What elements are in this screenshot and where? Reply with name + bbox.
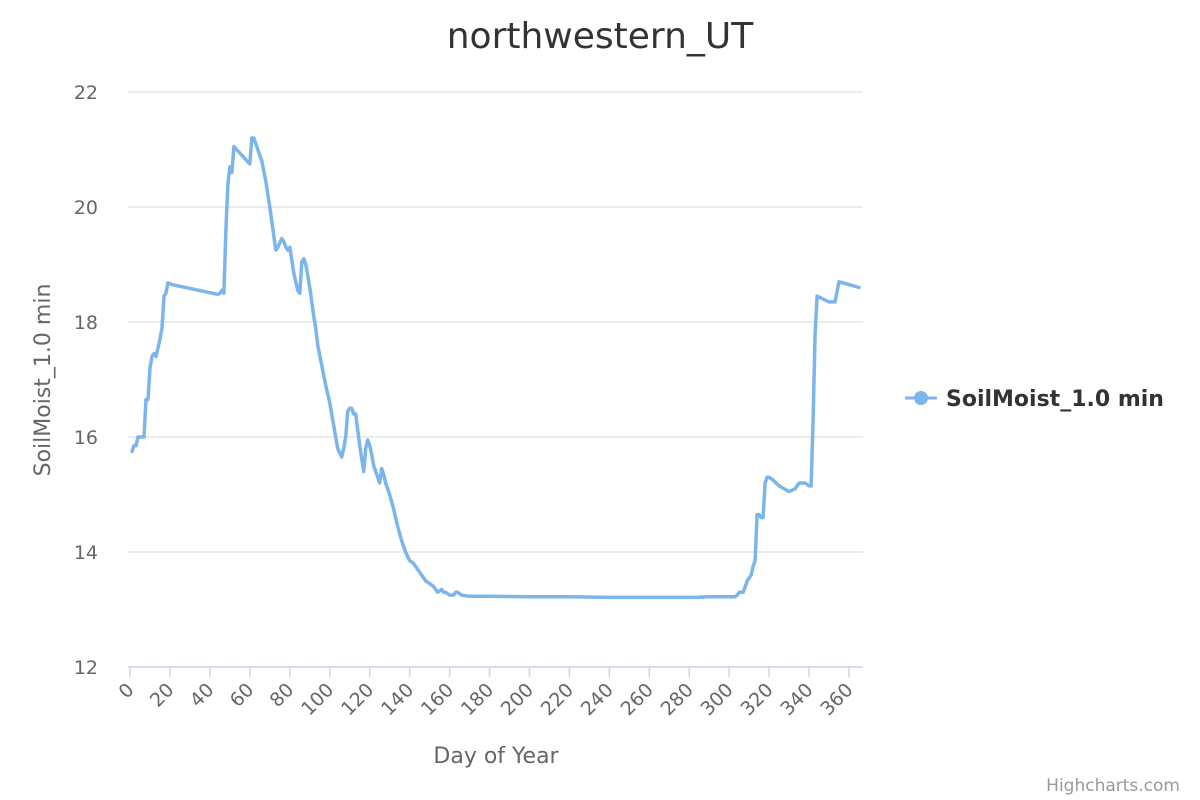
x-tick-label-9: 180 <box>457 679 498 720</box>
x-tick-label-16: 320 <box>736 679 777 720</box>
series-line-0[interactable] <box>130 136 861 600</box>
x-axis: 0 20 40 60 801001201401601802002202402602803… <box>114 666 863 720</box>
x-tick-label-12: 240 <box>577 679 618 720</box>
x-tick-label-18: 360 <box>816 679 857 720</box>
x-tick-label-11: 220 <box>537 679 578 720</box>
y-axis: 12 14 16 18 20 22 <box>74 82 98 679</box>
x-axis-title: Day of Year <box>433 744 559 769</box>
x-tick-label-3: 60 <box>226 679 259 712</box>
y-tick-label-1: 14 <box>74 542 98 564</box>
x-tick-label-10: 200 <box>497 679 538 720</box>
x-tick-label-5: 100 <box>297 679 338 720</box>
legend-label: SoilMoist_1.0 min <box>946 387 1164 412</box>
x-tick-label-14: 280 <box>657 679 698 720</box>
x-tick-label-6: 120 <box>337 679 378 720</box>
x-tick-label-4: 80 <box>266 679 299 712</box>
x-tick-label-17: 340 <box>776 679 817 720</box>
credits-link[interactable]: Highcharts.com <box>1046 776 1180 796</box>
x-tick-label-2: 40 <box>186 679 219 712</box>
x-tick-label-13: 260 <box>617 679 658 720</box>
legend-marker-icon <box>914 391 928 405</box>
y-tick-label-0: 12 <box>74 657 98 679</box>
y-tick-label-2: 16 <box>74 427 98 449</box>
y-tick-label-5: 22 <box>74 82 98 104</box>
chart-title: northwestern_UT <box>447 16 755 57</box>
x-tick-label-15: 300 <box>697 679 738 720</box>
grid <box>128 91 863 553</box>
y-tick-label-4: 20 <box>74 197 98 219</box>
x-tick-label-0: 0 <box>114 679 138 703</box>
x-tick-label-7: 140 <box>377 679 418 720</box>
x-tick-label-1: 20 <box>146 679 179 712</box>
legend[interactable]: SoilMoist_1.0 min <box>905 387 1164 412</box>
y-axis-title: SoilMoist_1.0 min <box>31 284 56 477</box>
series-layer <box>130 136 861 600</box>
y-tick-label-3: 18 <box>74 312 98 334</box>
x-tick-label-8: 160 <box>417 679 458 720</box>
